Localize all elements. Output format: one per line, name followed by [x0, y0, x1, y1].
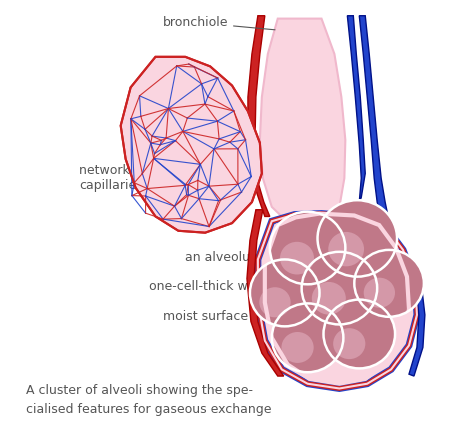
Circle shape — [272, 304, 343, 372]
Circle shape — [250, 259, 319, 326]
Circle shape — [282, 332, 314, 363]
Text: moist surface: moist surface — [164, 310, 272, 323]
Circle shape — [280, 242, 314, 274]
Circle shape — [318, 200, 397, 277]
Circle shape — [328, 232, 364, 266]
Circle shape — [364, 278, 395, 308]
Circle shape — [270, 212, 346, 284]
Circle shape — [259, 287, 291, 317]
Polygon shape — [347, 16, 365, 221]
Circle shape — [312, 282, 346, 314]
Circle shape — [354, 250, 424, 317]
Polygon shape — [409, 280, 425, 376]
Polygon shape — [258, 213, 417, 389]
Text: A cluster of alveoli showing the spe-
cialised features for gaseous exchange: A cluster of alveoli showing the spe- ci… — [26, 384, 272, 416]
Polygon shape — [248, 16, 270, 216]
Text: one-cell-thick wall: one-cell-thick wall — [148, 280, 270, 293]
Text: bronchiole: bronchiole — [163, 16, 275, 30]
Circle shape — [323, 300, 395, 368]
Text: an alveolus: an alveolus — [185, 250, 290, 264]
Text: network of
capillaries: network of capillaries — [79, 164, 153, 192]
Polygon shape — [247, 210, 284, 376]
Polygon shape — [121, 57, 262, 233]
Polygon shape — [359, 16, 389, 226]
Circle shape — [301, 252, 377, 325]
Circle shape — [333, 328, 365, 359]
Polygon shape — [260, 19, 346, 226]
